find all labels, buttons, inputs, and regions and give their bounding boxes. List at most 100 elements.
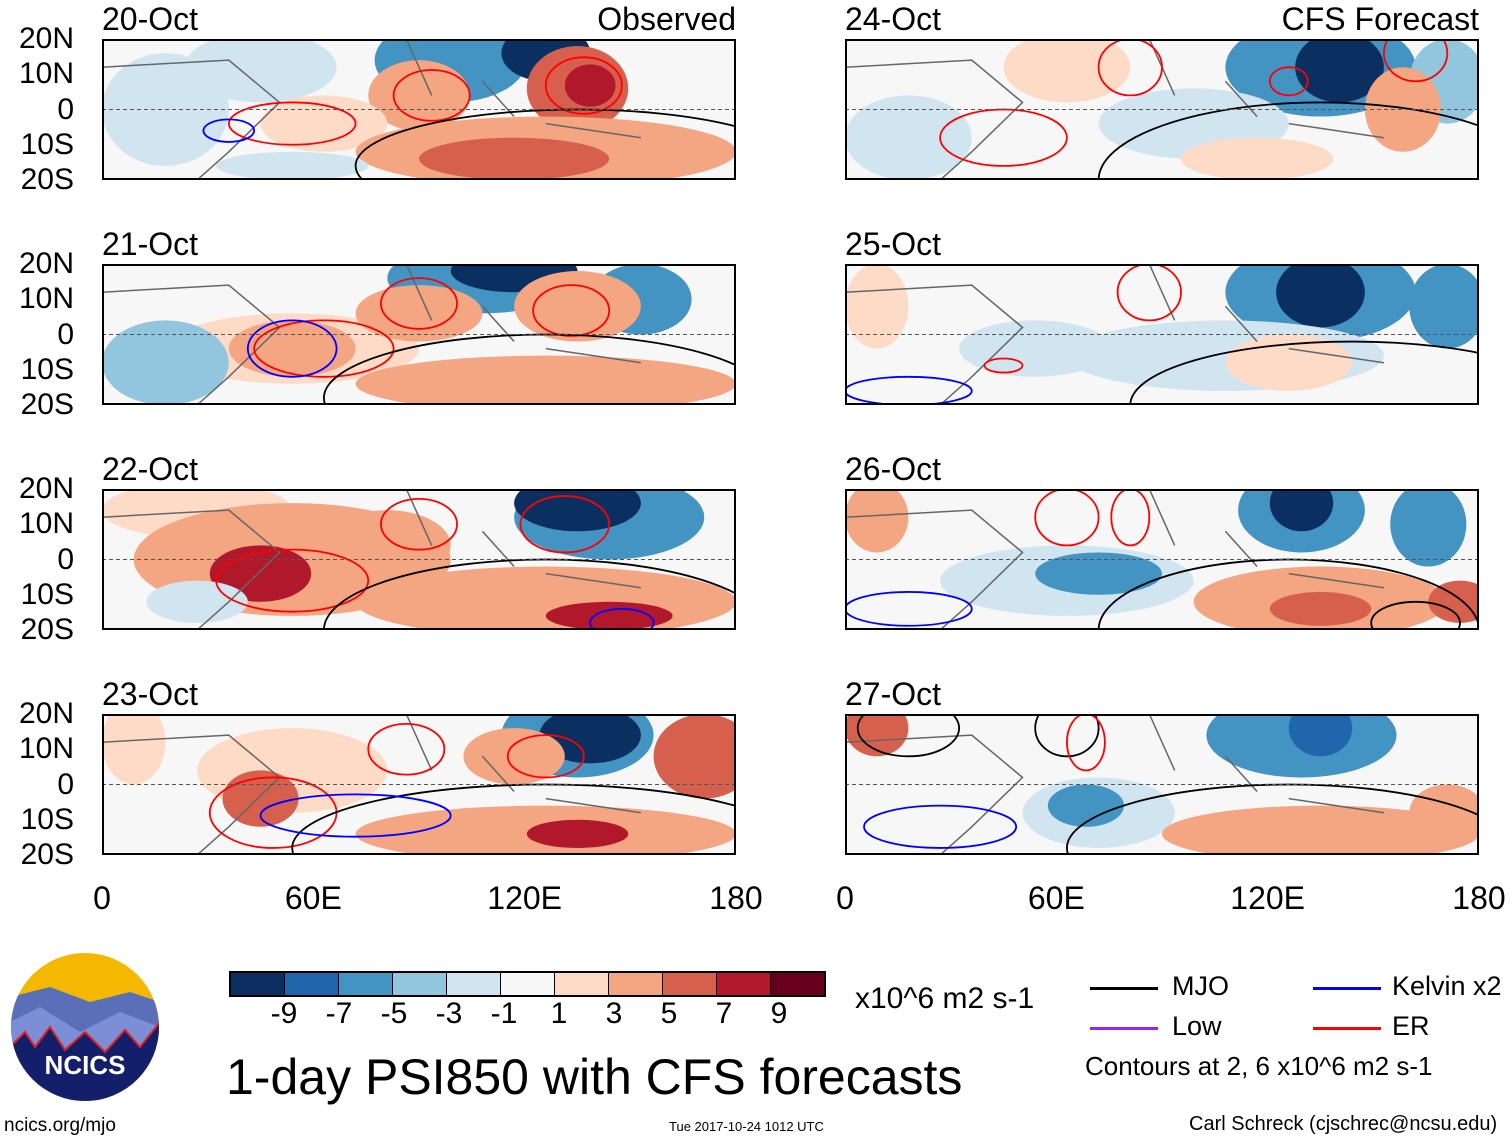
- colorbar-label: 1: [550, 997, 568, 1030]
- y-tick-label: 10S: [20, 127, 74, 161]
- colorbar-swatch: [501, 973, 555, 995]
- y-tick-label: 10N: [18, 282, 74, 316]
- panel-date: 25-Oct: [845, 226, 942, 262]
- legend-line-mjo: [1090, 987, 1158, 990]
- y-tick-label: 10N: [18, 732, 74, 766]
- coastline: [845, 714, 1385, 855]
- contour-line: [1383, 39, 1449, 83]
- contour-line: [1034, 489, 1100, 547]
- anomaly-region: [1409, 264, 1479, 349]
- map-panel: [102, 39, 736, 180]
- map-panel: [102, 714, 736, 855]
- anomaly-region: [1364, 67, 1441, 152]
- contour-line: [246, 319, 338, 378]
- colorbar-label: 3: [605, 997, 623, 1030]
- contour-line: [845, 375, 973, 405]
- panel-date: 24-Oct: [845, 1, 942, 37]
- contour-line: [392, 69, 471, 122]
- contour-line: [253, 319, 395, 378]
- x-tick-label: 120E: [487, 880, 563, 916]
- colorbar-swatch: [339, 973, 393, 995]
- anomaly-region: [216, 151, 369, 180]
- contour-line: [1110, 489, 1151, 547]
- y-tick-label: 0: [57, 92, 74, 126]
- contour-line: [1370, 600, 1461, 630]
- anomaly-region: [539, 714, 641, 764]
- anomaly-region: [368, 60, 470, 131]
- contours-note: Contours at 2, 6 x10^6 m2 s-1: [1085, 1051, 1433, 1081]
- svg-text:NCICS: NCICS: [45, 1050, 126, 1080]
- coastline: [845, 489, 1385, 630]
- colorbar-label: -3: [435, 997, 463, 1030]
- coastline: [102, 489, 642, 630]
- colorbar-label: -1: [490, 997, 518, 1030]
- colorbar-label: -9: [270, 997, 298, 1030]
- x-tick-label: 0: [93, 880, 111, 916]
- contour-line: [532, 284, 611, 337]
- legend-label: Low: [1172, 1011, 1222, 1041]
- contour-line: [939, 108, 1068, 167]
- anomaly-region: [1269, 489, 1334, 532]
- anomaly-region: [1276, 264, 1365, 328]
- anomaly-region: [146, 580, 248, 623]
- map-panel: [102, 489, 736, 630]
- anomaly-region: [355, 285, 483, 342]
- anomaly-region: [1225, 334, 1353, 391]
- colorbar-label: -5: [380, 997, 408, 1030]
- contour-line: [589, 607, 655, 630]
- anomaly-region: [1428, 580, 1479, 623]
- map-panel: [845, 714, 1479, 855]
- y-tick-label: 0: [57, 767, 74, 801]
- colorbar-swatch: [717, 973, 771, 995]
- map-panel: [845, 489, 1479, 630]
- legend-line-er: [1313, 1027, 1381, 1030]
- anomaly-region: [1269, 591, 1372, 626]
- panel-tag: Observed: [597, 1, 736, 37]
- anomaly-region: [1047, 784, 1124, 827]
- anomaly-region: [845, 264, 909, 349]
- contour-line: [259, 793, 452, 838]
- contour-line: [380, 277, 458, 330]
- contour-line: [845, 591, 973, 627]
- anomaly-region: [653, 714, 736, 799]
- colorbar-label: 5: [660, 997, 678, 1030]
- y-tick-label: 10N: [18, 507, 74, 541]
- contour-line: [227, 101, 357, 146]
- y-tick-label: 20N: [18, 22, 74, 55]
- map-panel: [845, 39, 1479, 180]
- contour-line: [367, 722, 446, 776]
- anomaly-region: [355, 355, 736, 405]
- contour-line: [1268, 66, 1309, 97]
- contour-line: [202, 118, 256, 143]
- colorbar-label: 7: [715, 997, 733, 1030]
- anomaly-region: [1003, 39, 1131, 103]
- panel-tag: CFS Forecast: [1281, 1, 1479, 37]
- colorbar-swatch: [285, 973, 339, 995]
- y-tick-label: 0: [57, 542, 74, 576]
- y-tick-label: 10S: [20, 352, 74, 386]
- author: Carl Schreck (cjschrec@ncsu.edu): [1189, 1113, 1498, 1135]
- contour-line: [519, 495, 611, 554]
- panel-date: 23-Oct: [102, 676, 199, 712]
- legend-line-low: [1090, 1027, 1158, 1030]
- url-text: ncics.org/mjo: [4, 1115, 116, 1136]
- colorbar-label: -7: [325, 997, 353, 1030]
- y-tick-label: 10N: [18, 57, 74, 91]
- y-tick-label: 20N: [18, 247, 74, 280]
- y-tick-label: 20S: [20, 613, 74, 646]
- contour-line: [1097, 39, 1163, 97]
- x-tick-label: 60E: [284, 880, 342, 916]
- colorbar-swatch: [663, 973, 717, 995]
- colorbar-swatch: [555, 973, 609, 995]
- anomaly-region: [1288, 714, 1353, 757]
- map-panel: [102, 264, 736, 405]
- contour-line: [863, 804, 1018, 849]
- legend-line-kelvin-x2: [1313, 987, 1381, 990]
- contour-line: [506, 734, 585, 779]
- contour-line: [380, 497, 458, 551]
- timestamp: Tue 2017-10-24 1012 UTC: [669, 1119, 824, 1134]
- panel-date: 26-Oct: [845, 451, 942, 487]
- anomaly-region: [1295, 39, 1384, 103]
- y-tick-label: 0: [57, 317, 74, 351]
